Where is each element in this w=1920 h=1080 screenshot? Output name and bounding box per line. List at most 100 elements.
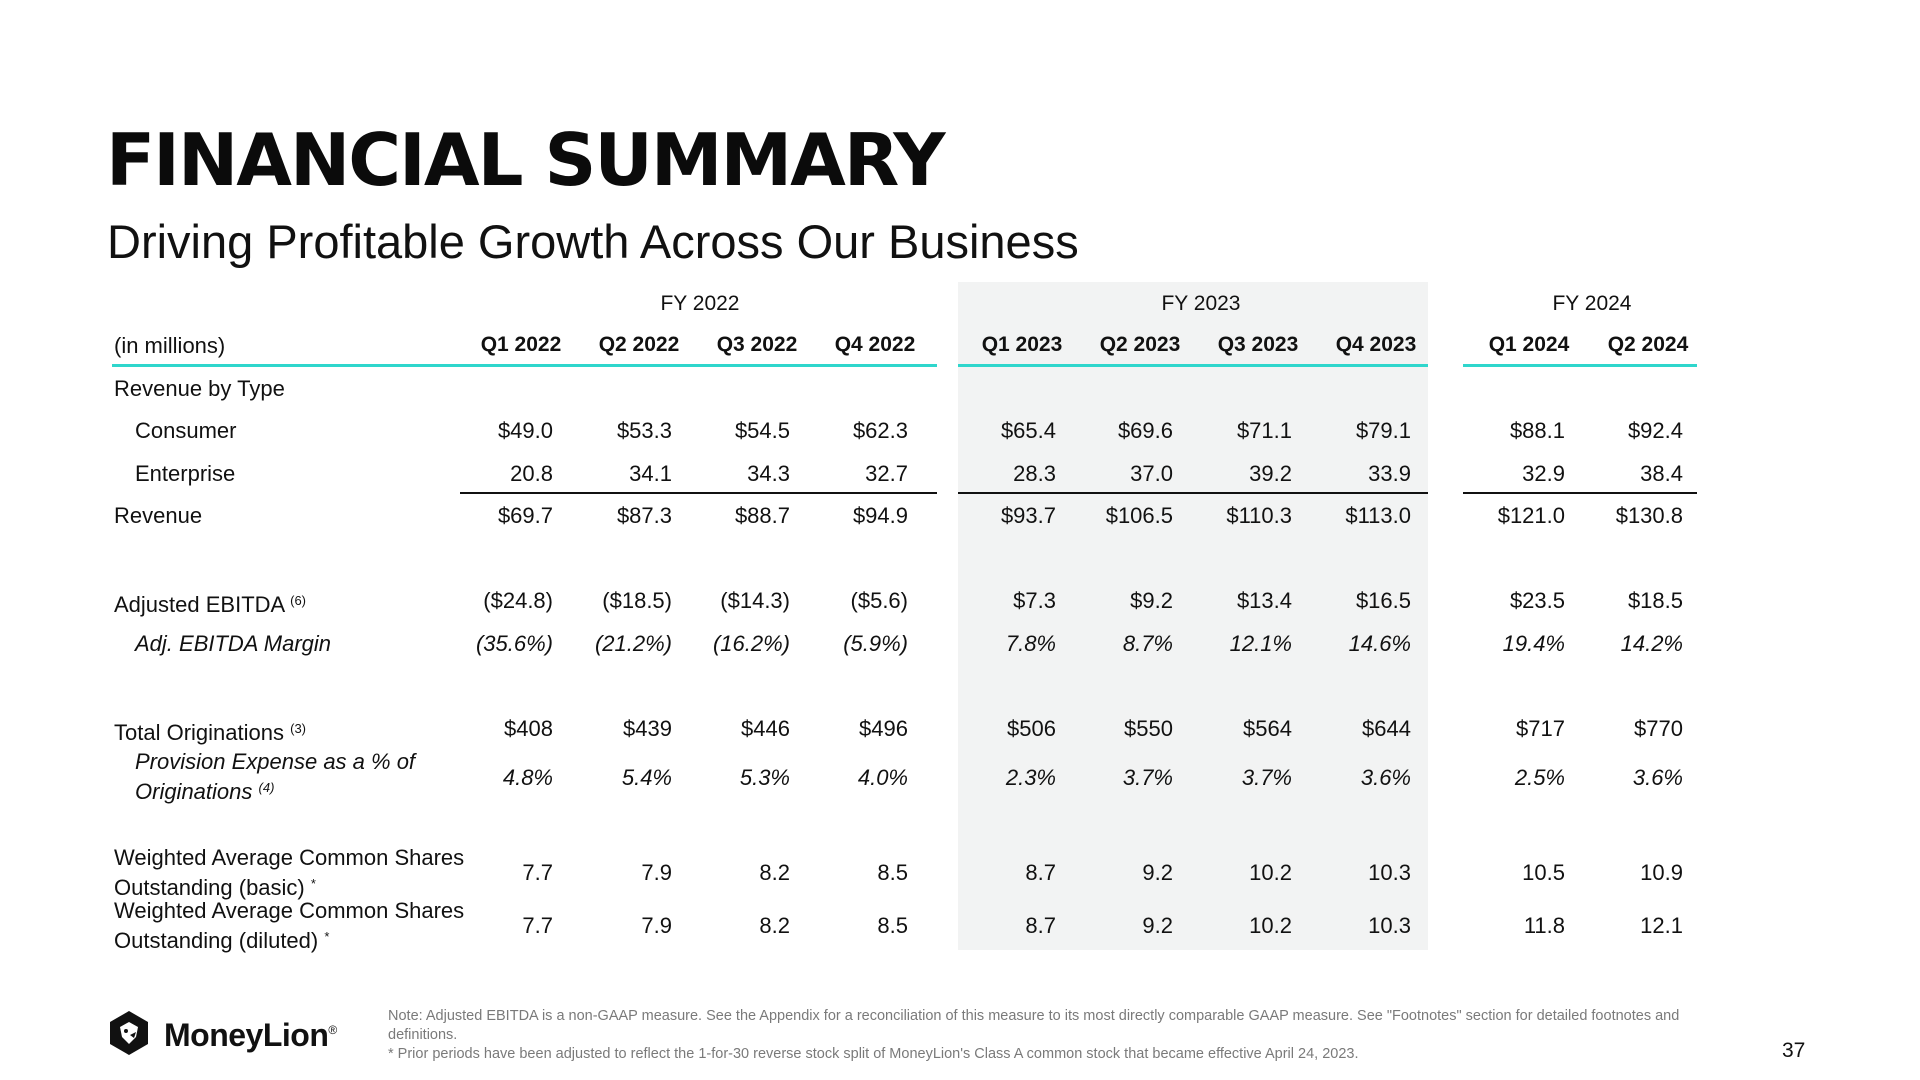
cell-adj-ebitda-margin: 7.8%	[1005, 631, 1056, 656]
cell-adj-ebitda: $18.5	[1627, 588, 1683, 613]
cell-revenue: $110.3	[1226, 503, 1292, 528]
cell-adj-ebitda-margin: 19.4%	[1502, 631, 1565, 656]
cell-adj-ebitda-margin: (16.2%)	[712, 631, 790, 656]
cell-consumer: $79.1	[1355, 418, 1411, 443]
header-rule-fy2024	[1463, 364, 1697, 367]
cell-consumer: $65.4	[1000, 418, 1056, 443]
cell-enterprise: 38.4	[1640, 461, 1683, 486]
quarter-header: Q1 2024	[1488, 333, 1570, 356]
header-rule-fy2023	[958, 364, 1428, 367]
cell-adj-ebitda: ($14.3)	[720, 588, 790, 613]
cell-total-originations: $550	[1124, 716, 1173, 741]
quarter-header: Q1 2022	[480, 333, 562, 356]
cell-consumer: $49.0	[497, 418, 553, 443]
fy-header-2022: FY 2022	[660, 292, 740, 315]
label-total-originations: Total Originations (3)	[114, 720, 306, 745]
cell-adj-ebitda: ($5.6)	[850, 588, 908, 613]
cell-total-originations: $717	[1516, 716, 1565, 741]
cell-consumer: $53.3	[616, 418, 672, 443]
cell-consumer: $54.5	[734, 418, 790, 443]
label-adj-ebitda-margin: Adj. EBITDA Margin	[135, 631, 332, 656]
cell-adj-ebitda-margin: 12.1%	[1229, 631, 1292, 656]
cell-consumer: $62.3	[852, 418, 908, 443]
cell-adj-ebitda: ($18.5)	[602, 588, 672, 613]
cell-provision-expense: 5.4%	[621, 765, 672, 790]
footnote-reverse-split: * Prior periods have been adjusted to re…	[388, 1046, 1359, 1062]
cell-revenue: $69.7	[497, 503, 553, 528]
cell-shares-diluted: 8.2	[759, 913, 790, 938]
cell-shares-diluted: 7.9	[641, 913, 672, 938]
cell-provision-expense: 4.8%	[502, 765, 553, 790]
footnote: Note: Adjusted EBITDA is a non-GAAP meas…	[388, 1007, 1688, 1064]
cell-enterprise: 20.8	[510, 461, 553, 486]
quarter-header: Q3 2023	[1217, 333, 1299, 356]
cell-provision-expense: 2.5%	[1514, 765, 1565, 790]
footnote-note: Note: Adjusted EBITDA is a non-GAAP meas…	[388, 1008, 1680, 1043]
cell-enterprise: 34.3	[747, 461, 790, 486]
cell-revenue: $130.8	[1615, 503, 1683, 528]
cell-shares-basic: 10.9	[1640, 860, 1683, 885]
cell-enterprise: 39.2	[1249, 461, 1292, 486]
cell-shares-diluted: 12.1	[1640, 913, 1683, 938]
subtotal-rule-fy2024	[1463, 492, 1697, 494]
label-shares-basic: Weighted Average Common Shares Outstandin…	[114, 845, 465, 900]
cell-provision-expense: 3.7%	[1241, 765, 1292, 790]
cell-total-originations: $564	[1243, 716, 1292, 741]
quarter-header: Q3 2022	[716, 333, 798, 356]
cell-revenue: $93.7	[1000, 503, 1056, 528]
cell-shares-diluted: 11.8	[1523, 913, 1565, 938]
cell-shares-diluted: 10.2	[1249, 913, 1292, 938]
cell-adj-ebitda-margin: (5.9%)	[843, 631, 908, 656]
cell-adj-ebitda: ($24.8)	[483, 588, 553, 613]
cell-total-originations: $506	[1007, 716, 1056, 741]
cell-revenue: $94.9	[852, 503, 908, 528]
cell-provision-expense: 3.7%	[1122, 765, 1173, 790]
quarter-header: Q4 2022	[834, 333, 916, 356]
cell-shares-basic: 10.5	[1522, 860, 1565, 885]
quarter-header: Q1 2023	[981, 333, 1063, 356]
quarter-header: Q2 2022	[598, 333, 680, 356]
cell-shares-basic: 8.7	[1025, 860, 1056, 885]
cell-consumer: $71.1	[1236, 418, 1292, 443]
cell-enterprise: 32.7	[865, 461, 908, 486]
cell-provision-expense: 3.6%	[1632, 765, 1683, 790]
moneylion-lion-icon	[106, 1010, 152, 1061]
cell-shares-basic: 7.7	[522, 860, 553, 885]
units-label: (in millions)	[114, 333, 226, 358]
cell-adj-ebitda-margin: 8.7%	[1122, 631, 1173, 656]
cell-shares-diluted: 10.3	[1368, 913, 1411, 938]
subtotal-rule-fy2023	[958, 492, 1428, 494]
cell-revenue: $121.0	[1497, 503, 1565, 528]
cell-adj-ebitda-margin: (35.6%)	[475, 631, 553, 656]
cell-total-originations: $439	[623, 716, 672, 741]
cell-shares-basic: 10.2	[1249, 860, 1292, 885]
cell-adj-ebitda-margin: 14.2%	[1620, 631, 1683, 656]
cell-adj-ebitda: $9.2	[1130, 588, 1173, 613]
cell-adj-ebitda-margin: 14.6%	[1348, 631, 1411, 656]
cell-enterprise: 34.1	[629, 461, 672, 486]
label-enterprise: Enterprise	[135, 461, 236, 486]
cell-shares-basic: 7.9	[641, 860, 672, 885]
cell-adj-ebitda-margin: (21.2%)	[594, 631, 672, 656]
label-revenue: Revenue	[114, 503, 203, 528]
cell-total-originations: $408	[504, 716, 553, 741]
cell-adj-ebitda: $7.3	[1013, 588, 1056, 613]
page-subtitle: Driving Profitable Growth Across Our Bus…	[107, 215, 1079, 268]
cell-total-originations: $644	[1362, 716, 1411, 741]
cell-enterprise: 32.9	[1522, 461, 1565, 486]
logo-wordmark: MoneyLion®	[164, 1017, 337, 1053]
cell-revenue: $88.7	[734, 503, 790, 528]
quarter-header: Q2 2024	[1607, 333, 1689, 356]
cell-consumer: $69.6	[1117, 418, 1173, 443]
cell-adj-ebitda: $23.5	[1509, 588, 1565, 613]
cell-total-originations: $770	[1634, 716, 1683, 741]
section-revenue-by-type: Revenue by Type	[114, 376, 285, 401]
fy-header-2024: FY 2024	[1552, 292, 1632, 315]
cell-provision-expense: 5.3%	[739, 765, 790, 790]
cell-consumer: $88.1	[1509, 418, 1565, 443]
header-rule-fy2022	[112, 364, 937, 367]
quarter-header: Q2 2023	[1099, 333, 1181, 356]
cell-shares-diluted: 8.5	[877, 913, 908, 938]
cell-provision-expense: 4.0%	[857, 765, 908, 790]
cell-revenue: $106.5	[1105, 503, 1173, 528]
